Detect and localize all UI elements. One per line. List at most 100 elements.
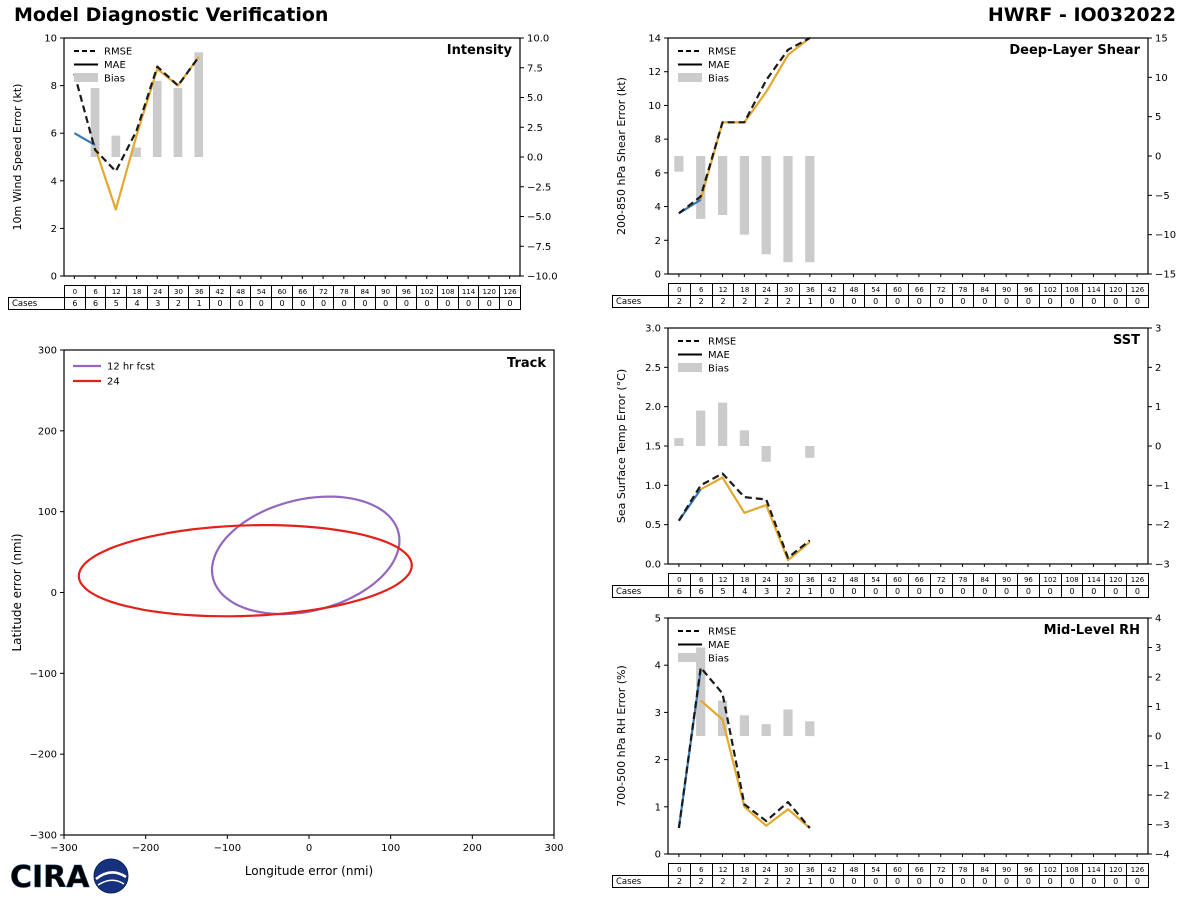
hour-cell: 90: [995, 573, 1018, 586]
cases-corner: [613, 864, 669, 876]
cases-cell: 0: [250, 297, 273, 310]
bias-bar: [194, 52, 204, 157]
cases-cell: 2: [668, 875, 691, 888]
hour-cell: 24: [755, 283, 779, 296]
y-tick-label: 2: [655, 236, 661, 247]
y-axis-label: 700-500 hPa RH Error (%): [615, 665, 628, 807]
hour-cell: 114: [1082, 863, 1106, 876]
hour-cell: 54: [864, 863, 888, 876]
y2-tick-label: 1: [1155, 702, 1161, 713]
cira-logo-wave-icon: [95, 871, 127, 880]
y-tick-label: 10: [648, 101, 661, 112]
legend-bias-swatch: [678, 73, 702, 82]
hour-cell: 42: [209, 285, 231, 298]
cases-cell: 0: [354, 297, 376, 310]
y2-tick-label: −3: [1155, 560, 1170, 571]
bias-bar: [783, 156, 793, 263]
cases-cell: 6: [668, 585, 691, 598]
panel-intensity: 0 2 4 6 8 10 −10.0 −7.5 −5.0 −2.5 0.0 2.5 5.0 7.5 10.0…: [8, 30, 568, 310]
shear-cases-table: 0 6 12 18 24 30 36 42 48 54 60 66 72 78 84 90 96 102 108 11…: [612, 283, 1149, 308]
y-tick-label: 100: [38, 507, 57, 518]
hour-cell: 60: [271, 285, 293, 298]
cases-cell: 0: [951, 295, 975, 308]
y-tick-label: 10: [44, 34, 57, 45]
cira-logo: CIRA: [8, 856, 138, 896]
bias-bar: [739, 430, 749, 446]
hour-cell: 96: [395, 285, 418, 298]
cases-cell: 3: [755, 585, 779, 598]
y2-tick-label: 2.5: [527, 123, 543, 134]
hour-cell: 24: [755, 573, 779, 586]
y-tick-label: 1.5: [645, 442, 661, 453]
cases-cell: 5: [711, 585, 735, 598]
y-tick-label: 0: [51, 588, 57, 599]
y-axis-label: Latitude error (nmi): [10, 533, 24, 651]
cases-cell: 0: [951, 585, 975, 598]
bias-bar: [739, 715, 749, 736]
cases-cell: 4: [733, 585, 757, 598]
bias-bar: [805, 156, 815, 263]
hour-cell: 120: [1104, 573, 1128, 586]
cases-cell: 0: [842, 295, 866, 308]
cases-corner: [613, 574, 669, 586]
cases-cell: 0: [499, 297, 521, 310]
hour-cell: 30: [777, 863, 800, 876]
cira-logo-graphic: CIRA: [10, 858, 129, 895]
hour-cell: 18: [733, 573, 757, 586]
y2-tick-label: −10.0: [527, 272, 558, 283]
cases-cell: 0: [1126, 295, 1149, 308]
cases-cell: 0: [864, 875, 888, 888]
hour-cell: 84: [973, 863, 997, 876]
bias-bar: [674, 156, 684, 172]
cases-cell: 1: [798, 585, 822, 598]
hour-cell: 96: [1017, 283, 1040, 296]
cases-cell: 0: [1082, 875, 1106, 888]
y-tick-label: 300: [38, 346, 57, 357]
legend-label: MAE: [708, 640, 730, 651]
hour-cell: 18: [733, 283, 757, 296]
x-tick-label: −100: [214, 843, 241, 854]
y-tick-label: −300: [30, 831, 57, 842]
hour-cell: 120: [1104, 283, 1128, 296]
cases-cell: 1: [188, 297, 211, 310]
cases-cell: 0: [820, 585, 844, 598]
cases-cell: 0: [478, 297, 501, 310]
y2-tick-label: 5.0: [527, 93, 543, 104]
hour-cell: 108: [436, 285, 459, 298]
hour-cell: 78: [333, 285, 356, 298]
y2-tick-label: 5: [1155, 112, 1161, 123]
y-tick-label: 6: [655, 168, 661, 179]
cases-cell: 0: [842, 585, 866, 598]
y2-tick-label: −2.5: [527, 182, 551, 193]
y-tick-label: −200: [30, 750, 57, 761]
track-ellipse: [210, 495, 401, 616]
hour-cell: 36: [798, 863, 822, 876]
hour-cell: 72: [929, 283, 953, 296]
cases-cell: 5: [105, 297, 128, 310]
cases-corner: [613, 284, 669, 296]
hour-cell: 54: [864, 283, 888, 296]
cases-cell: 0: [1104, 875, 1128, 888]
cases-cell: 0: [436, 297, 459, 310]
panel-track: −300 −300 −200 −200 −100 −100 0 0 100 100 200 200 30…: [8, 338, 568, 883]
y-axis-label: 200-850 hPa Shear Error (kt): [615, 77, 628, 235]
rh-cases-table: 0 6 12 18 24 30 36 42 48 54 60 66 72 78 84 90 96 102 108 11…: [612, 863, 1149, 888]
sst-cases-table: 0 6 12 18 24 30 36 42 48 54 60 66 72 78 84 90 96 102 108 11…: [612, 573, 1149, 598]
hour-cell: 18: [126, 285, 148, 298]
cases-cell: 0: [312, 297, 335, 310]
hour-cell: 66: [907, 283, 931, 296]
hour-cell: 66: [907, 863, 931, 876]
y-tick-label: 0: [51, 272, 57, 283]
y-tick-label: 1.0: [645, 481, 661, 492]
legend-bias-swatch: [678, 653, 702, 662]
cases-corner: [9, 286, 65, 298]
hour-cell: 66: [907, 573, 931, 586]
cases-cell: 0: [907, 295, 931, 308]
y2-tick-label: −3: [1155, 820, 1170, 831]
cases-cell: 2: [668, 295, 691, 308]
hour-cell: 42: [820, 283, 844, 296]
y2-tick-label: −4: [1155, 850, 1170, 861]
cases-cell: 6: [689, 585, 713, 598]
cases-cell: 2: [167, 297, 190, 310]
